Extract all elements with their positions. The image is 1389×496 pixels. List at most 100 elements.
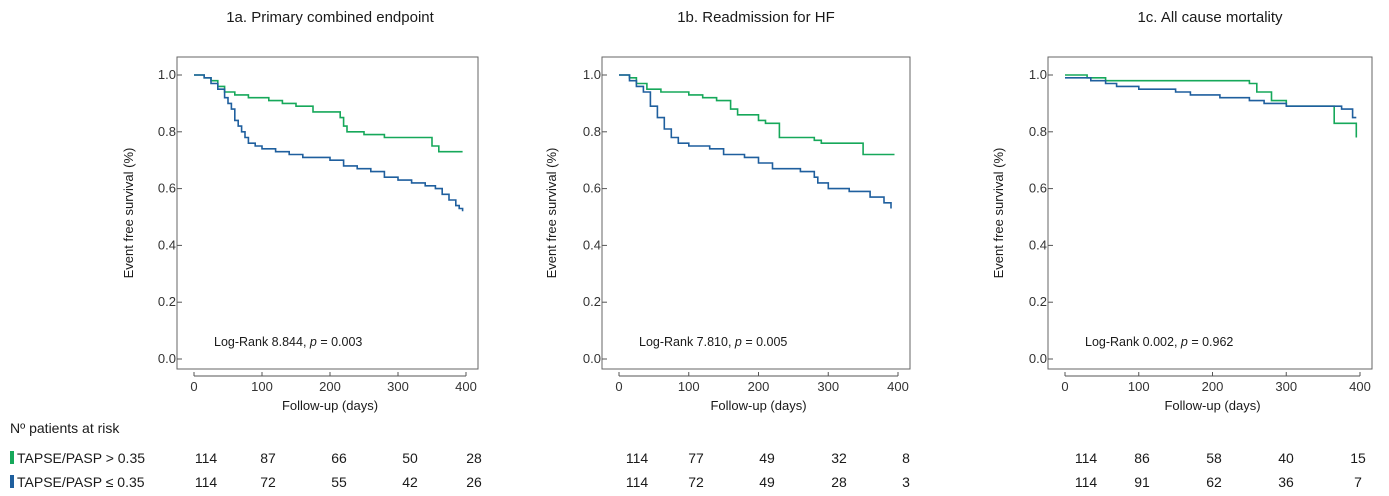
risk-count: 40 <box>1278 450 1294 466</box>
risk-count: 72 <box>688 474 704 490</box>
risk-table: Nº patients at risk TAPSE/PASP > 0.35 114… <box>0 418 1389 495</box>
risk-count: 58 <box>1206 450 1222 466</box>
risk-row: TAPSE/PASP ≤ 0.35 114 72 55 42 26 114 72 49 28 3 11… <box>0 474 1389 496</box>
risk-count: 114 <box>1074 474 1098 490</box>
x-tick-label: 0 <box>190 379 197 394</box>
risk-count: 114 <box>625 474 649 490</box>
chart-2: 1b. Readmission for HF 0.0 0.2 0.4 0.6 0.8 1.0… <box>544 9 911 413</box>
risk-count: 86 <box>1134 450 1150 466</box>
y-tick-label: 0.2 <box>1029 294 1047 309</box>
risk-row-label: TAPSE/PASP > 0.35 <box>10 450 145 466</box>
x-tick-label: 300 <box>817 379 839 394</box>
km-curve <box>194 74 464 212</box>
annotation-p: p <box>309 335 317 349</box>
x-tick-label: 400 <box>887 379 909 394</box>
risk-count: 114 <box>1074 450 1098 466</box>
x-tick-label: 0 <box>1061 379 1068 394</box>
y-tick-label: 0.8 <box>583 124 601 139</box>
y-tick-label: 0.0 <box>583 351 601 366</box>
risk-count: 15 <box>1350 450 1366 466</box>
x-tick-label: 100 <box>1128 379 1150 394</box>
y-axis-label: Event free survival (%) <box>121 148 136 279</box>
x-tick-label: 100 <box>251 379 273 394</box>
x-tick-label: 200 <box>748 379 770 394</box>
y-axis-label: Event free survival (%) <box>544 148 559 279</box>
risk-count: 36 <box>1278 474 1294 490</box>
risk-row-label-text: TAPSE/PASP > 0.35 <box>17 450 146 466</box>
x-tick-label: 400 <box>1349 379 1371 394</box>
x-axis-label: Follow-up (days) <box>1164 398 1260 413</box>
chart-title: 1c. All cause mortality <box>1137 9 1283 26</box>
y-tick-label: 0.4 <box>1029 237 1047 252</box>
risk-row: TAPSE/PASP > 0.35 114 87 66 50 28 114 77 49 32 8 11… <box>0 450 1389 472</box>
x-tick-label: 100 <box>678 379 700 394</box>
y-tick-label: 1.0 <box>583 67 601 82</box>
y-tick-label: 0.0 <box>1029 351 1047 366</box>
risk-count: 42 <box>402 474 418 490</box>
y-tick-label: 1.0 <box>1029 67 1047 82</box>
annotation-value: = 0.962 <box>1188 335 1234 349</box>
annotation-p: p <box>734 335 742 349</box>
annotation-value: = 0.003 <box>317 335 363 349</box>
km-curve <box>1065 77 1357 119</box>
x-axis-label: Follow-up (days) <box>710 398 806 413</box>
y-tick-label: 0.6 <box>583 181 601 196</box>
risk-count: 49 <box>759 474 775 490</box>
y-tick-label: 0.8 <box>1029 124 1047 139</box>
risk-count: 91 <box>1134 474 1150 490</box>
x-tick-label: 300 <box>1275 379 1297 394</box>
x-tick-label: 0 <box>615 379 622 394</box>
x-tick-label: 400 <box>455 379 477 394</box>
x-tick-label: 300 <box>387 379 409 394</box>
plot-frame <box>601 56 911 370</box>
risk-count: 114 <box>194 450 218 466</box>
annotation-p: p <box>1180 335 1188 349</box>
risk-count: 28 <box>831 474 847 490</box>
y-tick-label: 1.0 <box>158 67 176 82</box>
x-tick-label: 200 <box>1202 379 1224 394</box>
x-tick-label: 200 <box>319 379 341 394</box>
annotation-text: Log-Rank 7.810, <box>639 335 735 349</box>
log-rank-annotation: Log-Rank 8.844, p = 0.003 <box>214 335 362 349</box>
risk-count: 26 <box>466 474 482 490</box>
risk-count: 72 <box>260 474 276 490</box>
chart-1: 1a. Primary combined endpoint 0.0 0.2 0.4 0.… <box>121 9 479 413</box>
km-curve <box>1065 74 1358 138</box>
charts-svg: 1a. Primary combined endpoint 0.0 0.2 0.4 0.… <box>121 9 1373 413</box>
risk-count: 114 <box>625 450 649 466</box>
risk-row-label-text: TAPSE/PASP ≤ 0.35 <box>17 474 145 490</box>
risk-count: 50 <box>402 450 418 466</box>
risk-count: 77 <box>688 450 704 466</box>
log-rank-annotation: Log-Rank 0.002, p = 0.962 <box>1085 335 1233 349</box>
annotation-value: = 0.005 <box>742 335 788 349</box>
risk-row-label: TAPSE/PASP ≤ 0.35 <box>10 474 145 490</box>
legend-swatch-icon <box>10 451 14 464</box>
annotation-text: Log-Rank 8.844, <box>214 335 310 349</box>
risk-count: 3 <box>902 474 910 490</box>
chart-3: 1c. All cause mortality 0.0 0.2 0.4 0.6 0.8 1.… <box>991 9 1373 413</box>
log-rank-annotation: Log-Rank 7.810, p = 0.005 <box>639 335 787 349</box>
y-tick-label: 0.6 <box>1029 181 1047 196</box>
y-tick-label: 0.4 <box>158 237 176 252</box>
legend-swatch-icon <box>10 475 14 488</box>
risk-count: 114 <box>194 474 218 490</box>
y-axis-label: Event free survival (%) <box>991 148 1006 279</box>
y-tick-label: 0.0 <box>158 351 176 366</box>
y-tick-label: 0.8 <box>158 124 176 139</box>
chart-title: 1a. Primary combined endpoint <box>226 9 434 26</box>
risk-count: 8 <box>902 450 910 466</box>
y-tick-label: 0.6 <box>158 181 176 196</box>
chart-title: 1b. Readmission for HF <box>677 9 835 26</box>
y-tick-label: 0.2 <box>583 294 601 309</box>
risk-count: 87 <box>260 450 276 466</box>
y-tick-label: 0.2 <box>158 294 176 309</box>
annotation-text: Log-Rank 0.002, <box>1085 335 1181 349</box>
km-curve <box>619 74 892 209</box>
risk-count: 32 <box>831 450 847 466</box>
risk-table-title: Nº patients at risk <box>10 420 120 436</box>
risk-count: 55 <box>331 474 347 490</box>
risk-count: 7 <box>1354 474 1362 490</box>
plot-frame <box>1047 56 1373 370</box>
y-tick-label: 0.4 <box>583 237 601 252</box>
plot-frame <box>176 56 479 370</box>
